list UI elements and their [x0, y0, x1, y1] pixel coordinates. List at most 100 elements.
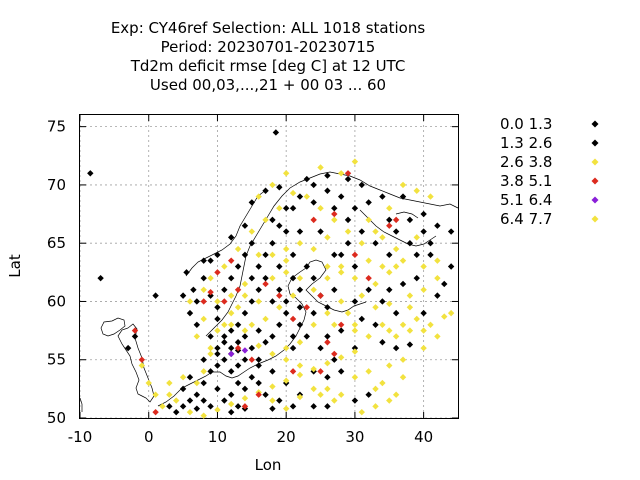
data-point-series-3	[324, 309, 331, 317]
data-point-series-1	[372, 239, 379, 247]
data-point-series-3	[282, 377, 290, 384]
data-point-series-6	[392, 263, 400, 270]
data-point-series-4	[228, 257, 235, 264]
data-point-series-4	[310, 216, 317, 224]
data-point-series-6	[372, 385, 379, 393]
data-point-series-6	[337, 298, 345, 305]
data-point-series-1	[248, 199, 256, 206]
data-point-series-2	[386, 216, 393, 224]
data-point-series-4	[289, 315, 297, 323]
data-point-series-2	[262, 391, 269, 398]
data-point-series-3	[200, 286, 207, 294]
data-point-series-2	[324, 187, 331, 194]
data-point-series-3	[413, 234, 420, 241]
data-point-series-3	[344, 309, 352, 317]
data-point-series-1	[447, 263, 455, 270]
data-point-series-3	[310, 321, 317, 328]
data-point-series-4	[317, 368, 324, 375]
data-point-series-4	[214, 269, 221, 276]
data-point-series-2	[276, 397, 283, 404]
data-point-series-3	[282, 356, 290, 363]
data-point-series-3	[207, 350, 214, 358]
data-point-series-4	[344, 170, 352, 177]
data-point-series-3	[221, 263, 228, 270]
data-point-series-3	[276, 304, 283, 311]
data-point-series-1	[317, 228, 324, 235]
data-point-series-6	[282, 257, 290, 264]
data-point-series-3	[241, 327, 249, 334]
data-point-series-3	[441, 313, 448, 320]
data-point-series-1	[351, 344, 359, 352]
data-point-series-6	[282, 405, 290, 412]
data-point-series-2	[351, 205, 359, 212]
data-point-series-1	[207, 368, 214, 375]
data-point-series-3	[331, 216, 338, 224]
data-point-series-3	[386, 269, 393, 276]
data-point-series-3	[420, 263, 427, 270]
data-point-series-1	[331, 205, 338, 212]
grid	[79, 115, 458, 419]
data-point-series-6	[386, 300, 393, 307]
data-point-series-4	[392, 216, 400, 224]
data-point-series-1	[262, 339, 269, 346]
data-point-series-3	[379, 379, 386, 387]
data-point-series-2	[296, 304, 304, 311]
data-point-series-6	[296, 393, 304, 401]
data-point-series-3	[372, 280, 379, 288]
data-point-series-1	[97, 274, 104, 282]
data-point-series-1	[241, 333, 249, 340]
data-point-series-1	[386, 286, 393, 294]
chart-title-line-2: Period: 20230701-20230715	[161, 38, 376, 56]
data-point-series-4	[331, 350, 338, 358]
data-point-series-6	[399, 374, 407, 381]
data-point-series-2	[365, 199, 372, 206]
data-point-series-1	[269, 368, 276, 375]
data-point-series-1	[310, 199, 317, 206]
data-point-series-4	[248, 356, 256, 363]
data-point-series-3	[138, 362, 146, 369]
data-point-series-2	[406, 216, 414, 224]
x-tick-label: 20	[277, 428, 296, 446]
legend-label: 0.0 1.3	[500, 115, 552, 133]
data-point-series-1	[228, 327, 235, 334]
plot-area	[79, 114, 459, 419]
data-point-series-1	[289, 344, 297, 352]
data-point-series-3	[337, 354, 345, 361]
data-point-series-4	[365, 274, 372, 282]
data-point-series-1	[186, 374, 194, 381]
data-point-series-1	[214, 251, 221, 259]
data-point-series-2	[365, 286, 372, 294]
data-point-series-3	[193, 379, 201, 387]
data-point-series-4	[303, 304, 310, 311]
data-point-series-1	[221, 333, 228, 340]
data-point-series-3	[365, 368, 372, 375]
data-point-series-3	[392, 333, 400, 340]
data-point-series-2	[255, 263, 262, 270]
points	[87, 129, 455, 419]
data-point-series-3	[200, 368, 207, 375]
data-point-series-2	[193, 405, 201, 412]
data-point-series-3	[413, 187, 420, 194]
data-point-series-1	[351, 263, 359, 270]
x-axis-label: Lon	[255, 456, 282, 474]
x-tick-label: 10	[208, 428, 227, 446]
data-point-series-1	[386, 251, 393, 259]
chart-title-line-1: Exp: CY46ref Selection: ALL 1018 station…	[111, 19, 426, 37]
data-point-series-1	[406, 239, 414, 247]
data-point-series-6	[372, 304, 379, 311]
y-axis-label: Lat	[6, 254, 24, 278]
data-point-series-1	[337, 368, 345, 375]
data-point-series-6	[228, 292, 235, 299]
data-point-series-1	[207, 333, 214, 340]
data-point-series-1	[310, 274, 317, 282]
data-point-series-1	[228, 274, 235, 282]
data-point-series-1	[337, 251, 345, 259]
y-tick-label: 55	[47, 351, 66, 369]
data-point-series-1	[296, 286, 304, 294]
data-point-series-1	[331, 356, 338, 363]
data-point-series-1	[214, 362, 221, 369]
data-point-series-2	[392, 228, 400, 235]
data-point-series-1	[193, 391, 201, 398]
data-point-series-1	[296, 321, 304, 328]
data-point-series-1	[324, 403, 331, 410]
